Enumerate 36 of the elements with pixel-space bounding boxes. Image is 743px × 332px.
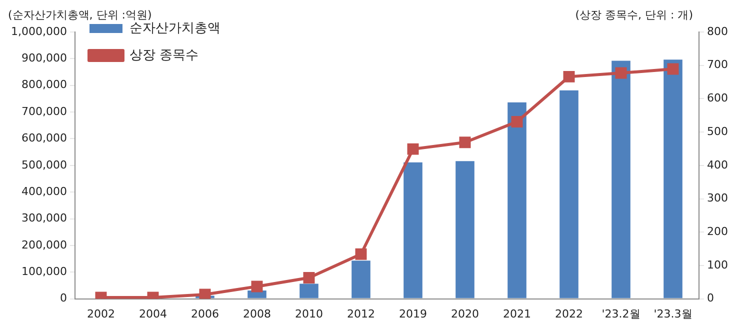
y-tick-label: 0 xyxy=(60,292,67,305)
y-tick-label: 500,000 xyxy=(21,158,67,172)
x-tick-label: '23.3월 xyxy=(654,307,692,320)
y-tick-label: 1,000,000 xyxy=(11,24,67,38)
y-tick-label: 600,000 xyxy=(21,132,67,145)
y2-tick-label: 0 xyxy=(707,292,714,305)
legend-label: 순자산가치총액 xyxy=(129,20,220,36)
y2-tick-label: 300 xyxy=(707,192,728,205)
x-tick-label: '23.2월 xyxy=(602,307,640,320)
y2-tick-label: 800 xyxy=(707,24,728,38)
y2-tick-label: 100 xyxy=(707,258,728,272)
x-tick-label: 2021 xyxy=(503,307,531,320)
y-tick-label: 400,000 xyxy=(21,184,67,198)
y2-tick-label: 700 xyxy=(707,58,728,72)
y2-tick-label: 500 xyxy=(707,124,728,138)
y-axis-title: (순자산가치총액, 단위 :억원) xyxy=(8,8,152,22)
x-tick-label: 2012 xyxy=(346,307,375,320)
y-tick-label: 700,000 xyxy=(21,104,67,118)
legend-label: 상장 종목수 xyxy=(129,48,199,63)
y2-axis-title: (상장 종목수, 단위 : 개) xyxy=(575,8,694,22)
y-tick-label: 300,000 xyxy=(21,212,67,225)
y2-tick-label: 600 xyxy=(707,92,728,105)
x-tick-label: 2022 xyxy=(555,307,583,320)
x-tick-label: 2008 xyxy=(242,307,271,320)
y2-tick-label: 400 xyxy=(707,158,728,172)
x-tick-label: 2002 xyxy=(86,307,115,320)
x-tick-label: 2020 xyxy=(450,307,479,320)
y-tick-label: 800,000 xyxy=(21,78,67,92)
y2-tick-label: 200 xyxy=(707,224,728,238)
x-tick-label: 2019 xyxy=(398,307,427,320)
y-tick-label: 100,000 xyxy=(21,264,67,278)
x-tick-label: 2006 xyxy=(190,307,219,320)
x-tick-label: 2004 xyxy=(138,307,167,320)
y-tick-label: 900,000 xyxy=(21,52,67,65)
x-tick-label: 2010 xyxy=(294,307,323,320)
y-tick-label: 200,000 xyxy=(21,238,67,252)
